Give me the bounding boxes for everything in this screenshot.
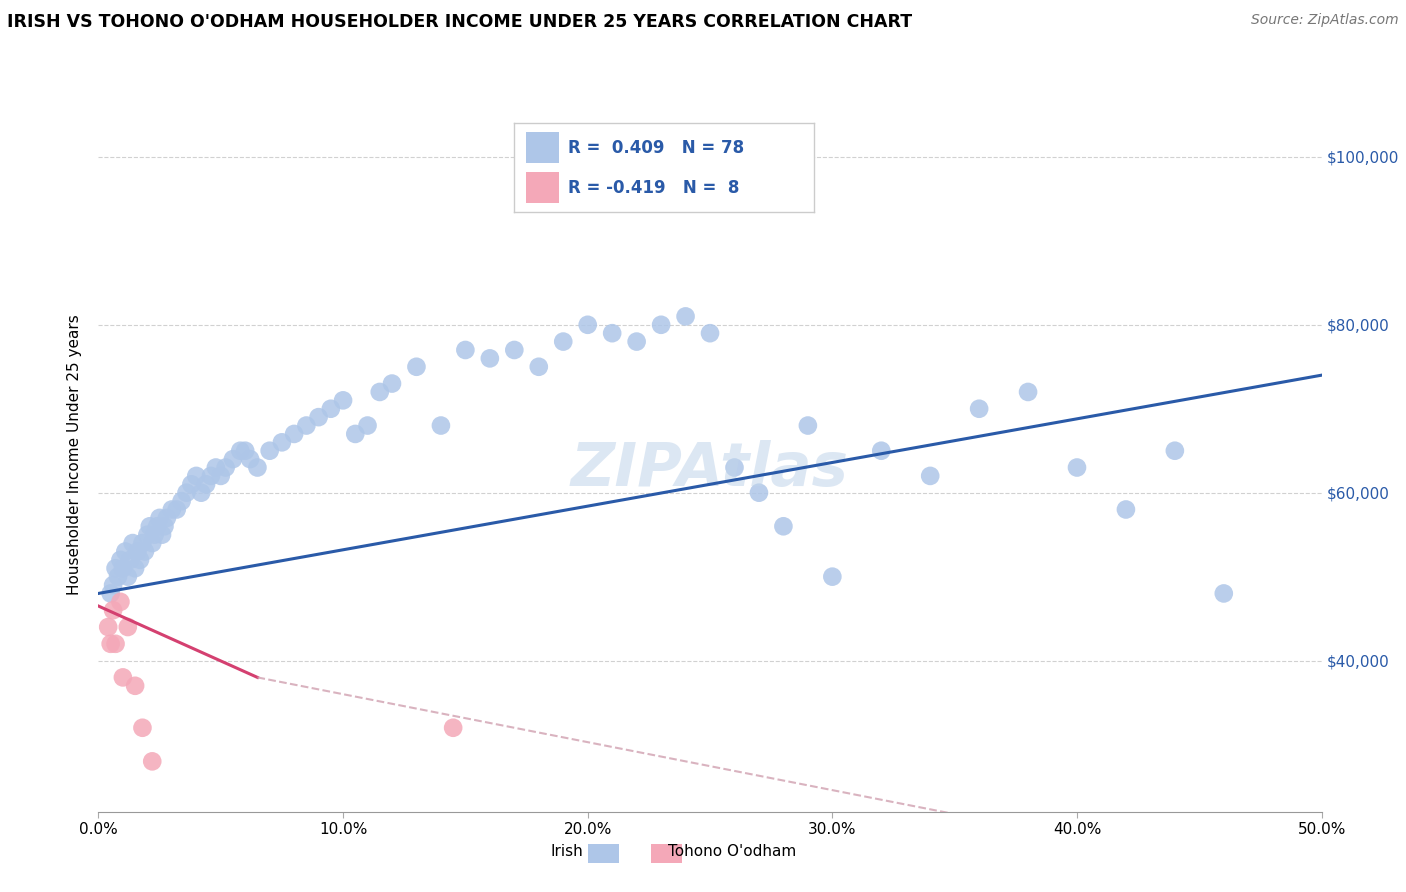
Point [503, 343, 526, 357]
Text: Source: ZipAtlas.com: Source: ZipAtlas.com [1251, 13, 1399, 28]
Point [127, 544, 149, 558]
Point [100, 637, 122, 651]
Point [650, 318, 672, 332]
Point [405, 359, 427, 374]
Point [121, 536, 143, 550]
Point [1115, 502, 1137, 516]
Point [332, 393, 354, 408]
Point [131, 536, 153, 550]
Bar [526, 132, 560, 163]
Point [139, 519, 162, 533]
Point [131, 721, 153, 735]
Point [107, 569, 129, 583]
Point [368, 384, 391, 399]
Point [166, 502, 188, 516]
Point [772, 519, 794, 533]
Text: Tohono O'odham: Tohono O'odham [668, 845, 796, 859]
Point [209, 469, 232, 483]
Point [124, 679, 146, 693]
Point [1212, 586, 1234, 600]
Point [214, 460, 236, 475]
Point [124, 561, 146, 575]
Point [110, 553, 132, 567]
Point [153, 519, 176, 533]
Point [454, 343, 477, 357]
Text: R =  0.409   N = 78: R = 0.409 N = 78 [568, 138, 744, 157]
Point [675, 310, 697, 324]
Point [283, 426, 305, 441]
Point [748, 485, 770, 500]
Point [344, 426, 367, 441]
Point [319, 401, 342, 416]
Point [117, 569, 139, 583]
Point [101, 603, 124, 617]
Point [270, 435, 294, 450]
Point [699, 326, 721, 341]
Point [239, 452, 262, 467]
Point [143, 527, 166, 541]
Point [576, 318, 599, 332]
Point [233, 443, 256, 458]
Point [104, 561, 127, 575]
Point [186, 469, 208, 483]
Point [527, 359, 550, 374]
Point [195, 477, 218, 491]
Y-axis label: Householder Income Under 25 years: Householder Income Under 25 years [67, 315, 83, 595]
Point [797, 418, 820, 433]
Point [626, 334, 648, 349]
Point [160, 502, 183, 516]
Point [117, 620, 139, 634]
Point [200, 469, 222, 483]
Point [141, 755, 163, 769]
Text: IRISH VS TOHONO O'ODHAM HOUSEHOLDER INCOME UNDER 25 YEARS CORRELATION CHART: IRISH VS TOHONO O'ODHAM HOUSEHOLDER INCO… [7, 13, 912, 31]
Point [441, 721, 464, 735]
Point [430, 418, 453, 433]
Point [170, 494, 193, 508]
Point [190, 485, 212, 500]
Point [967, 401, 990, 416]
Point [150, 527, 173, 541]
Point [114, 544, 136, 558]
Point [97, 620, 120, 634]
Point [600, 326, 623, 341]
Point [920, 469, 942, 483]
Point [723, 460, 745, 475]
Point [1017, 384, 1039, 399]
Point [222, 452, 245, 467]
Point [149, 511, 172, 525]
Point [229, 443, 252, 458]
Point [259, 443, 281, 458]
Point [478, 351, 501, 366]
Point [111, 561, 134, 575]
Point [870, 443, 893, 458]
Point [101, 578, 124, 592]
Point [136, 527, 159, 541]
Point [180, 477, 202, 491]
Point [110, 595, 132, 609]
Text: Irish: Irish [551, 845, 583, 859]
Point [134, 544, 156, 558]
Point [146, 519, 169, 533]
Point [1164, 443, 1187, 458]
Point [104, 637, 127, 651]
Bar [526, 172, 560, 203]
Point [246, 460, 269, 475]
Point [821, 569, 844, 583]
Point [1066, 460, 1088, 475]
Text: R = -0.419   N =  8: R = -0.419 N = 8 [568, 178, 740, 197]
Point [111, 670, 134, 684]
Point [176, 485, 198, 500]
Point [295, 418, 318, 433]
Point [205, 460, 228, 475]
Point [120, 553, 142, 567]
Point [381, 376, 404, 391]
Point [100, 586, 122, 600]
Point [156, 511, 179, 525]
Point [308, 410, 330, 425]
Point [141, 536, 163, 550]
Point [356, 418, 378, 433]
Point [129, 553, 152, 567]
Point [553, 334, 575, 349]
Text: ZIPAtlas: ZIPAtlas [571, 440, 849, 499]
